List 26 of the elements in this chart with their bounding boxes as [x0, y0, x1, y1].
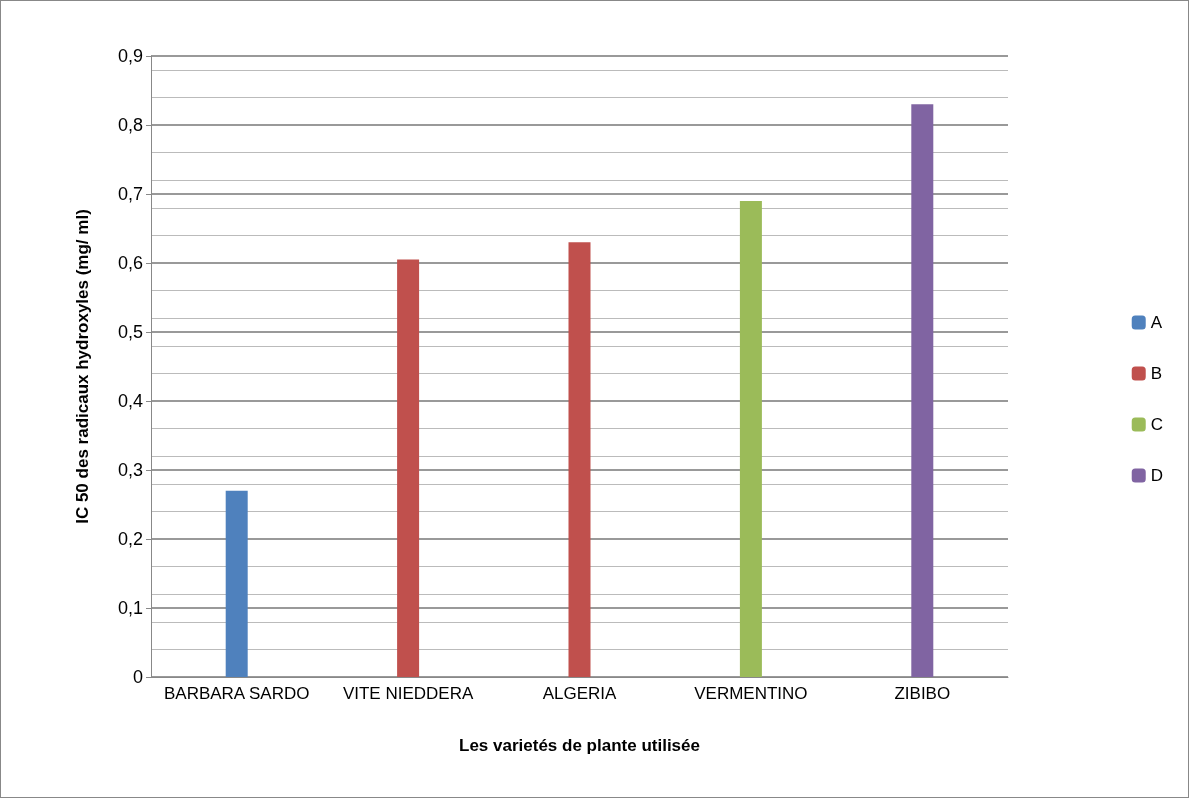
- y-tick-label: 0,6: [117, 253, 143, 273]
- x-tick-label: BARBARA SARDO: [163, 684, 310, 703]
- x-tick-label: VITE NIEDDERA: [342, 684, 474, 703]
- legend-label: D: [1150, 466, 1163, 485]
- bar: [225, 490, 248, 677]
- bar: [568, 242, 591, 677]
- y-tick-label: 0,8: [117, 115, 143, 135]
- bar: [739, 200, 762, 677]
- legend-label: B: [1150, 364, 1163, 383]
- legend-label: A: [1150, 313, 1163, 332]
- x-tick-label: ALGERIA: [542, 684, 617, 703]
- bar: [911, 104, 934, 677]
- x-tick-label: ZIBIBO: [894, 684, 951, 703]
- x-tick-label: VERMENTINO: [694, 684, 808, 703]
- y-tick-label: 0: [132, 667, 143, 687]
- x-axis-title: Les varietés de plante utilisée: [459, 736, 700, 755]
- y-tick-label: 0,5: [117, 322, 143, 342]
- bar: [397, 259, 420, 677]
- y-tick-label: 0,3: [117, 460, 143, 480]
- y-tick-label: 0,9: [117, 46, 143, 66]
- y-axis-title: IC 50 des radicaux hydroxyles (mg/ ml): [73, 209, 92, 524]
- y-tick-label: 0,1: [117, 598, 143, 618]
- y-tick-label: 0,4: [117, 391, 143, 411]
- y-tick-label: 0,2: [117, 529, 143, 549]
- legend-label: C: [1150, 415, 1163, 434]
- y-tick-label: 0,7: [117, 184, 143, 204]
